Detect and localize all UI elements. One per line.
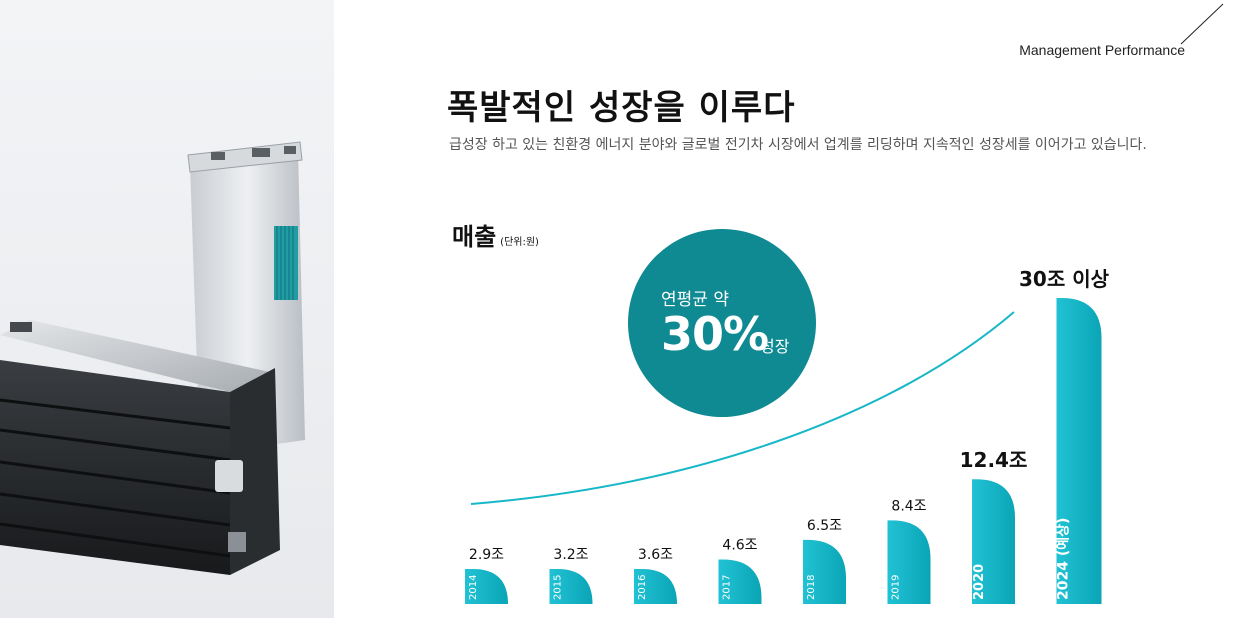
revenue-bar-2017: [718, 559, 762, 604]
page-headline: 폭발적인 성장을 이루다: [447, 88, 796, 128]
revenue-unit: (단위:원): [500, 237, 539, 248]
year-label: 2016: [637, 575, 648, 600]
value-label: 30조 이상: [1019, 267, 1110, 291]
year-label: 2020: [972, 564, 987, 600]
revenue-bar-2015: [549, 569, 593, 604]
growth-badge-suffix: 성장: [760, 337, 790, 356]
value-label: 3.6조: [638, 547, 673, 563]
section-label: Management Performance: [1019, 42, 1185, 58]
revenue-bar-2018: [803, 539, 846, 604]
revenue-bar-chart: 2014 2.9조 2015 3.2조 2016 3.6조 2017 4.6조 2018 6.5조…: [465, 267, 1110, 604]
year-label: 2024 (예상): [1056, 518, 1072, 600]
value-label: 4.6조: [722, 537, 757, 553]
value-label: 6.5조: [807, 518, 842, 534]
year-label: 2014: [468, 575, 479, 600]
revenue-bar-2024: [1056, 298, 1102, 604]
year-label: 2019: [891, 575, 902, 600]
growth-trend-curve: [470, 311, 1015, 505]
revenue-bar-2020: [972, 479, 1015, 604]
revenue-label: 매출: [452, 223, 497, 251]
revenue-title: 매출 (단위:원): [452, 217, 539, 252]
growth-rate-badge: 연평균 약 30% 성장: [628, 229, 816, 417]
page-subheadline: 급성장 하고 있는 친환경 에너지 분야와 글로벌 전기차 시장에서 업계를 리…: [449, 137, 1147, 153]
revenue-bar-2019: [887, 520, 931, 604]
battery-product-photo: [0, 0, 334, 618]
value-label: 8.4조: [891, 498, 926, 514]
growth-badge-caption: 연평균 약: [661, 290, 729, 310]
year-label: 2015: [553, 575, 564, 600]
value-label: 3.2조: [553, 547, 588, 563]
corner-slash-decoration: [1180, 3, 1224, 45]
year-label: 2018: [806, 575, 817, 600]
battery-modules-illustration: [0, 141, 305, 575]
year-label: 2017: [722, 575, 733, 600]
value-label: 2.9조: [469, 547, 504, 563]
growth-badge-value: 30%: [661, 307, 769, 361]
value-label: 12.4조: [960, 448, 1028, 472]
revenue-bar-2014: [465, 569, 508, 604]
revenue-bar-2016: [634, 569, 677, 604]
